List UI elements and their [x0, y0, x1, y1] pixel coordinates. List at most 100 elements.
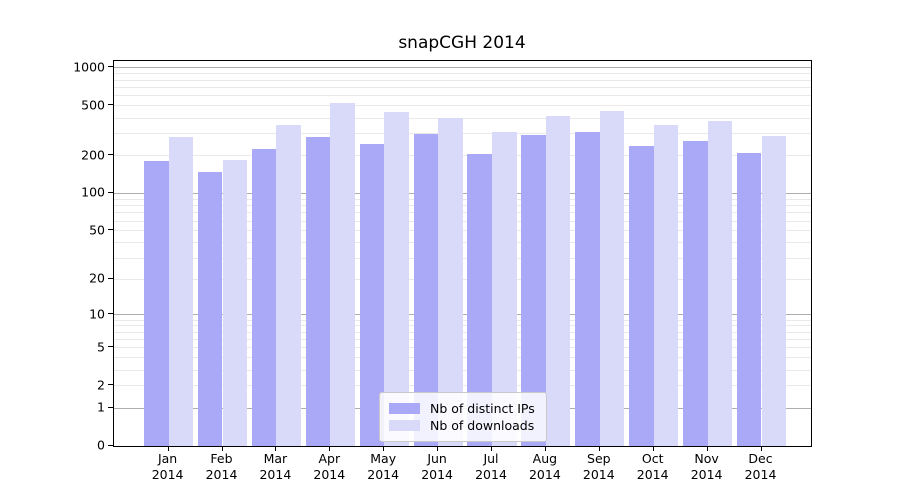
- x-tick-label-jun: Jun 2014: [397, 451, 477, 482]
- legend-label: Nb of downloads: [430, 418, 535, 433]
- year-label: 2014: [475, 466, 507, 482]
- bar-feb-distinct-ips: [197, 172, 223, 446]
- y-tick-mark-0: [108, 444, 113, 446]
- x-tick-label-jul: Jul 2014: [451, 451, 531, 482]
- x-tick-mark-nov: [706, 446, 708, 451]
- gridline-1000: [114, 67, 811, 69]
- month-label: Jul: [483, 451, 499, 466]
- x-tick-label-may: May 2014: [343, 451, 423, 482]
- year-label: 2014: [205, 466, 238, 482]
- y-tick-label-10: 10: [89, 306, 105, 322]
- year-label: 2014: [528, 466, 561, 482]
- x-tick-label-dec: Dec 2014: [721, 451, 801, 482]
- y-tick-label-5: 5: [97, 339, 105, 355]
- year-label: 2014: [313, 466, 346, 482]
- month-label: Mar: [263, 451, 288, 466]
- year-label: 2014: [259, 466, 292, 482]
- month-label: Sep: [587, 451, 611, 466]
- year-label: 2014: [690, 466, 723, 482]
- y-tick-label-20: 20: [89, 270, 105, 286]
- year-label: 2014: [636, 466, 669, 482]
- month-label: Feb: [210, 451, 233, 466]
- x-tick-label-mar: Mar 2014: [235, 451, 315, 482]
- bar-feb-downloads: [222, 160, 248, 446]
- gridline-500: [114, 105, 811, 107]
- x-tick-label-nov: Nov 2014: [667, 451, 747, 482]
- x-tick-label-jan: Jan 2014: [128, 451, 208, 482]
- year-label: 2014: [421, 466, 453, 482]
- x-tick-mark-apr: [329, 446, 331, 451]
- y-tick-mark-10: [108, 313, 113, 315]
- y-tick-label-1000: 1000: [73, 59, 105, 75]
- bar-jan-downloads: [168, 136, 194, 446]
- month-label: May: [370, 451, 397, 466]
- bar-mar-downloads: [276, 124, 301, 446]
- bar-apr-distinct-ips: [305, 137, 331, 446]
- x-tick-label-oct: Oct 2014: [613, 451, 693, 482]
- chart-title: snapCGH 2014: [398, 33, 526, 53]
- x-tick-mark-feb: [221, 446, 223, 451]
- x-tick-label-apr: Apr 2014: [289, 451, 369, 482]
- x-tick-mark-aug: [544, 446, 546, 451]
- gridline-900: [114, 73, 811, 75]
- y-tick-label-2: 2: [97, 377, 105, 393]
- bar-sep-downloads: [599, 110, 625, 446]
- bar-dec-distinct-ips: [736, 153, 762, 446]
- gridline-400: [114, 117, 811, 119]
- year-label: 2014: [582, 466, 615, 482]
- plot-area: [113, 60, 812, 447]
- bar-jan-distinct-ips: [144, 160, 169, 446]
- month-label: Oct: [641, 451, 664, 466]
- gridline-700: [114, 86, 811, 88]
- month-label: Nov: [694, 451, 719, 466]
- month-label: Aug: [532, 451, 558, 466]
- x-tick-label-aug: Aug 2014: [505, 451, 585, 482]
- y-tick-mark-5: [108, 346, 113, 348]
- x-tick-label-sep: Sep 2014: [559, 451, 639, 482]
- x-tick-mark-dec: [760, 446, 762, 451]
- bar-apr-downloads: [330, 102, 355, 446]
- y-tick-mark-2: [108, 384, 113, 386]
- year-label: 2014: [744, 466, 777, 482]
- x-tick-label-feb: Feb 2014: [182, 451, 262, 482]
- y-tick-label-1: 1: [97, 399, 105, 415]
- x-tick-mark-jan: [167, 446, 169, 451]
- y-tick-label-50: 50: [89, 222, 105, 238]
- y-tick-label-0: 0: [97, 437, 105, 453]
- bar-oct-distinct-ips: [629, 145, 654, 446]
- bar-may-downloads: [384, 111, 409, 446]
- bar-aug-downloads: [545, 116, 571, 446]
- bar-sep-distinct-ips: [575, 131, 600, 446]
- legend: Nb of distinct IPs Nb of downloads: [379, 392, 547, 442]
- x-tick-mark-mar: [275, 446, 277, 451]
- legend-item-downloads: Nb of downloads: [389, 418, 537, 433]
- x-tick-mark-sep: [598, 446, 600, 451]
- y-tick-mark-20: [108, 277, 113, 279]
- y-tick-label-500: 500: [81, 97, 105, 113]
- month-label: Apr: [318, 451, 341, 466]
- x-tick-mark-jun: [437, 446, 439, 451]
- y-tick-label-200: 200: [81, 147, 105, 163]
- legend-item-distinct-ips: Nb of distinct IPs: [389, 401, 537, 416]
- x-tick-mark-may: [383, 446, 385, 451]
- y-tick-mark-1000: [108, 66, 113, 68]
- y-tick-label-100: 100: [81, 184, 105, 200]
- bar-jun-downloads: [438, 118, 463, 446]
- month-label: Dec: [748, 451, 773, 466]
- bar-mar-distinct-ips: [251, 148, 277, 446]
- legend-swatch: [389, 403, 420, 414]
- bar-nov-downloads: [707, 121, 733, 446]
- gridline-800: [114, 79, 811, 81]
- y-tick-mark-1: [108, 406, 113, 408]
- x-tick-mark-oct: [652, 446, 654, 451]
- y-tick-mark-100: [108, 191, 113, 193]
- legend-label: Nb of distinct IPs: [430, 401, 535, 416]
- month-label: Jun: [427, 451, 447, 466]
- gridline-600: [114, 95, 811, 97]
- bar-dec-downloads: [761, 136, 787, 446]
- y-tick-mark-50: [108, 229, 113, 231]
- legend-swatch: [389, 420, 420, 431]
- x-tick-mark-jul: [491, 446, 492, 451]
- y-tick-mark-500: [108, 104, 113, 106]
